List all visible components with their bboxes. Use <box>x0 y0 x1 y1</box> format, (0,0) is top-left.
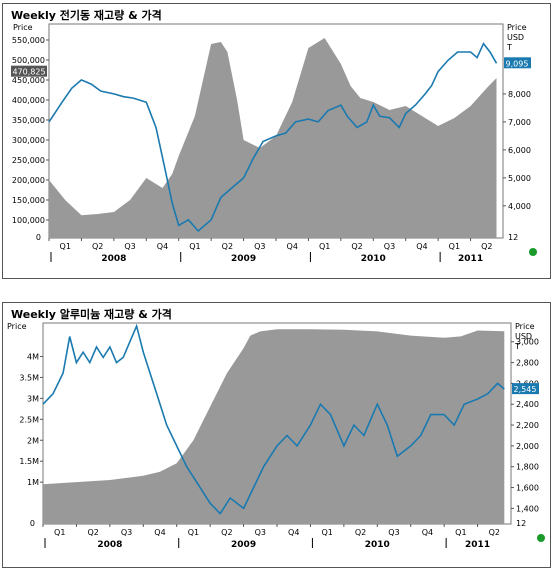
quarter-label: Q1 <box>319 242 330 251</box>
quarter-label: Q3 <box>388 528 399 537</box>
quarter-label: Q3 <box>121 528 132 537</box>
right-tick-label: 2,800 <box>516 359 539 368</box>
right-tick-label: 5,000 <box>508 174 531 183</box>
quarter-label: Q2 <box>92 242 103 251</box>
right-axis-unit: USD <box>507 33 524 42</box>
left-current-value: 470,825 <box>12 68 45 77</box>
right-axis-label: Price <box>507 23 527 32</box>
quarter-label: Q2 <box>221 528 232 537</box>
year-label: 2008 <box>101 254 126 264</box>
quarter-label: Q4 <box>154 528 165 537</box>
aluminium-chart-panel: Weekly 알루미늄 재고량 & 가격 Price 1M 1.5M 2M 2.5M 3M… <box>2 302 551 568</box>
left-tick-label: 2.5M <box>19 415 39 424</box>
left-axis-zero: 0 <box>36 233 41 242</box>
year-label: 2010 <box>365 540 390 550</box>
left-tick-label: 250,000 <box>12 156 45 165</box>
chart-title: Weekly 전기동 재고량 & 가격 <box>11 9 162 22</box>
right-tick-label: 8,000 <box>508 90 531 99</box>
right-tick-label: 1,800 <box>516 463 539 472</box>
left-tick-label: 1M <box>27 478 39 487</box>
left-tick-label: 150,000 <box>12 196 45 205</box>
right-tick-label: 4,000 <box>508 202 531 211</box>
quarter-label: Q1 <box>60 242 71 251</box>
price-line <box>48 42 498 233</box>
right-tick-label: 2,400 <box>516 400 539 409</box>
right-tick-label: 2,000 <box>516 442 539 451</box>
left-tick-label: 300,000 <box>12 136 45 145</box>
quarter-label: Q4 <box>157 242 168 251</box>
quarter-label: Q1 <box>189 242 200 251</box>
left-tick-label: 100,000 <box>12 216 45 225</box>
left-tick-label: 3.5M <box>19 373 39 382</box>
left-tick-label: 2M <box>27 436 39 445</box>
left-tick-label: 450,000 <box>12 76 45 85</box>
price-line <box>42 323 505 515</box>
quarter-label: Q4 <box>288 528 299 537</box>
quarter-label: Q2 <box>87 528 98 537</box>
year-label: 2010 <box>361 254 386 264</box>
left-tick-label: 1.5M <box>19 457 39 466</box>
right-axis-label: Price <box>515 322 535 331</box>
left-tick-label: 500,000 <box>12 56 45 65</box>
quarter-label: Q4 <box>416 242 427 251</box>
quarter-label: Q1 <box>449 242 460 251</box>
quarter-label: Q1 <box>455 528 466 537</box>
left-tick-label: 200,000 <box>12 176 45 185</box>
aluminium-chart: Price1M1.5M2M2.5M3M3.5M4M04,602MPriceUSD… <box>7 322 545 550</box>
right-tick-label: 1,400 <box>516 504 539 513</box>
year-label: 2011 <box>465 540 490 550</box>
right-current-value-box <box>512 383 539 395</box>
left-tick-label: 550,000 <box>12 36 45 45</box>
right-current-value: 9,095 <box>506 59 529 68</box>
quarter-label: Q3 <box>384 242 395 251</box>
left-axis-zero: 0 <box>30 519 35 528</box>
right-axis-unit-t: T <box>514 342 520 351</box>
quarter-label: Q4 <box>422 528 433 537</box>
left-current-value-box <box>11 65 47 77</box>
year-label: 2009 <box>231 254 256 264</box>
year-label: 2009 <box>231 540 256 550</box>
quarter-label: Q2 <box>351 242 362 251</box>
chart-title: Weekly 알루미늄 재고량 & 가격 <box>11 308 172 321</box>
right-tick-label: 1,600 <box>516 484 539 493</box>
inventory-area <box>43 329 505 524</box>
right-axis-bottom: 12 <box>508 233 518 242</box>
quarter-label: Q2 <box>481 242 492 251</box>
year-label: 2011 <box>458 254 483 264</box>
status-dot <box>529 248 537 256</box>
left-axis-label: Price <box>7 322 27 331</box>
right-axis-bottom: 12 <box>516 519 526 528</box>
quarter-label: Q2 <box>355 528 366 537</box>
copper-chart-panel: Weekly 전기동 재고량 & 가격 Price 100,000 150,000 2… <box>2 3 551 279</box>
quarter-label: Q3 <box>254 242 265 251</box>
left-axis-label: Price <box>13 23 33 32</box>
quarter-label: Q3 <box>124 242 135 251</box>
inventory-area <box>49 38 497 238</box>
status-dot <box>537 534 545 542</box>
right-tick-label: 2,200 <box>516 421 539 430</box>
year-label: 2008 <box>97 540 122 550</box>
quarter-label: Q2 <box>222 242 233 251</box>
right-tick-label: 7,000 <box>508 118 531 127</box>
left-tick-label: 400,000 <box>12 96 45 105</box>
quarter-label: Q3 <box>255 528 266 537</box>
copper-chart: Price 100,000 150,000 200,000 250,000 300,000… <box>11 23 537 264</box>
right-tick-label: 3,000 <box>516 338 539 347</box>
quarter-label: Q1 <box>188 528 199 537</box>
quarter-label: Q1 <box>54 528 65 537</box>
quarter-label: Q2 <box>489 528 500 537</box>
left-tick-label: 4M <box>27 353 39 362</box>
right-axis-unit-t: T <box>506 43 512 52</box>
right-current-value: 2,545 <box>514 385 537 394</box>
left-tick-label: 3M <box>27 394 39 403</box>
quarter-label: Q4 <box>287 242 298 251</box>
right-current-value-box <box>504 57 531 69</box>
right-tick-label: 6,000 <box>508 146 531 155</box>
quarter-label: Q1 <box>321 528 332 537</box>
right-axis-unit: USD <box>515 332 532 341</box>
left-tick-label: 350,000 <box>12 116 45 125</box>
